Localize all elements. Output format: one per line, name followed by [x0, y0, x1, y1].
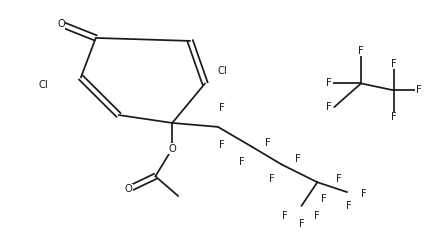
Text: F: F: [391, 112, 397, 122]
Text: F: F: [314, 211, 320, 221]
Text: O: O: [168, 144, 176, 154]
Text: F: F: [391, 59, 397, 69]
Text: F: F: [326, 78, 332, 88]
Text: F: F: [265, 138, 270, 148]
Text: F: F: [298, 219, 304, 229]
Text: F: F: [361, 189, 367, 199]
Text: F: F: [416, 85, 422, 95]
Text: F: F: [295, 154, 300, 164]
Text: F: F: [326, 102, 332, 112]
Text: F: F: [336, 174, 342, 184]
Text: F: F: [282, 211, 287, 221]
Text: F: F: [358, 46, 364, 56]
Text: F: F: [239, 157, 245, 168]
Text: O: O: [57, 19, 65, 29]
Text: F: F: [346, 201, 352, 211]
Text: F: F: [321, 194, 327, 204]
Text: F: F: [269, 174, 275, 184]
Text: F: F: [219, 140, 225, 150]
Text: Cl: Cl: [217, 66, 227, 76]
Text: F: F: [219, 103, 225, 113]
Text: O: O: [125, 184, 133, 194]
Text: Cl: Cl: [38, 80, 48, 90]
